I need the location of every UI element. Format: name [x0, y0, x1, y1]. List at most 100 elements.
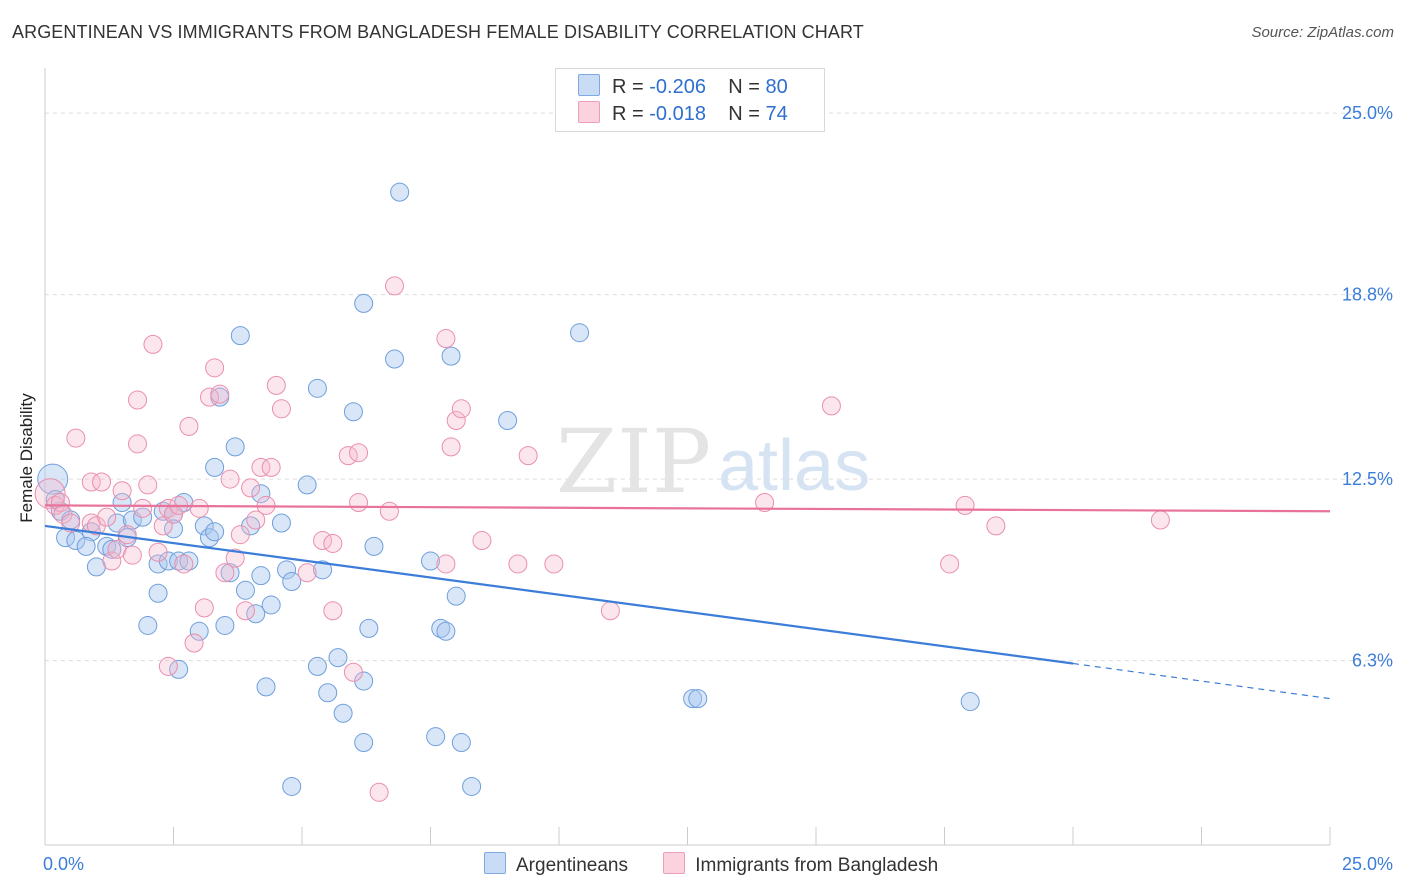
point-bangladesh — [385, 276, 405, 296]
point-bangladesh — [323, 533, 343, 553]
point-bangladesh — [261, 457, 281, 477]
point-argentineans — [441, 346, 461, 366]
y-tick-label: 18.8% — [1342, 285, 1393, 305]
point-argentineans — [271, 513, 291, 533]
point-argentineans — [313, 560, 333, 580]
point-bangladesh — [271, 399, 291, 419]
point-argentineans — [199, 528, 219, 548]
point-bangladesh — [138, 475, 158, 495]
legend-swatch-pink — [663, 852, 686, 874]
point-argentineans — [446, 586, 466, 606]
point-argentineans — [385, 349, 405, 369]
legend-swatch-pink — [578, 101, 600, 123]
point-argentineans — [354, 293, 374, 313]
tick-labels: 6.3% 12.5% 18.8% 25.0% 0.0% 25.0% — [43, 103, 1393, 874]
point-argentineans — [359, 618, 379, 638]
legend-label: Argentineans — [516, 855, 628, 876]
watermark-zip: ZIP — [556, 410, 711, 513]
point-argentineans — [220, 563, 240, 583]
axes — [44, 68, 1331, 846]
point-bangladesh — [349, 492, 369, 512]
point-bangladesh — [66, 428, 86, 448]
point-argentineans — [189, 621, 209, 641]
point-argentineans — [225, 437, 245, 457]
point-bangladesh — [349, 443, 369, 463]
point-argentineans — [179, 551, 199, 571]
legend-item-bangladesh: Immigrants from Bangladesh — [663, 852, 938, 877]
chart-title: ARGENTINEAN VS IMMIGRANTS FROM BANGLADES… — [12, 22, 864, 42]
data-points — [34, 182, 1170, 802]
source-label: Source: ZipAtlas.com — [1251, 24, 1394, 41]
point-argentineans — [498, 411, 518, 431]
y-axis-label: Female Disability — [17, 393, 36, 523]
point-bangladesh — [220, 469, 240, 489]
point-bangladesh — [600, 601, 620, 621]
point-bangladesh — [97, 507, 117, 527]
point-bangladesh — [102, 551, 122, 571]
point-bangladesh — [297, 563, 317, 583]
y-tick-label: 6.3% — [1352, 651, 1393, 671]
point-argentineans — [282, 776, 302, 796]
point-bangladesh — [81, 472, 101, 492]
stats-legend: R = -0.206 N = 80 R = -0.018 N = 74 — [555, 68, 825, 132]
point-argentineans — [431, 618, 451, 638]
point-argentineans — [688, 689, 708, 709]
point-bangladesh — [184, 633, 204, 653]
y-tick-label: 25.0% — [1342, 103, 1393, 123]
point-argentineans — [169, 551, 189, 571]
point-bangladesh — [436, 554, 456, 574]
point-argentineans — [307, 656, 327, 676]
r-label: R = — [612, 76, 650, 98]
point-argentineans — [277, 560, 297, 580]
point-argentineans — [194, 516, 214, 536]
point-bangladesh — [92, 472, 112, 492]
point-argentineans — [426, 727, 446, 747]
point-bangladesh — [61, 513, 81, 533]
legend-item-argentineans: Argentineans — [484, 852, 628, 877]
point-bangladesh — [230, 525, 250, 545]
point-argentineans — [148, 583, 168, 603]
point-bangladesh — [112, 481, 132, 501]
point-argentineans — [230, 326, 250, 346]
point-argentineans — [570, 323, 590, 343]
point-bangladesh — [194, 598, 214, 618]
point-bangladesh — [441, 437, 461, 457]
point-argentineans — [215, 615, 235, 635]
point-bangladesh — [215, 563, 235, 583]
watermark: ZIP atlas — [556, 410, 870, 513]
point-argentineans — [251, 484, 271, 504]
point-argentineans — [318, 683, 338, 703]
r-label: R = — [612, 103, 650, 125]
legend-swatch-blue — [578, 74, 600, 96]
point-bangladesh — [955, 495, 975, 515]
point-argentineans — [66, 531, 86, 551]
point-bangladesh — [128, 390, 148, 410]
point-bangladesh — [986, 516, 1006, 536]
point-bangladesh — [940, 554, 960, 574]
point-bangladesh — [148, 542, 168, 562]
point-bangladesh — [369, 782, 389, 802]
n-label: N = — [728, 76, 766, 98]
point-bangladesh — [451, 399, 471, 419]
point-bangladesh — [34, 478, 66, 510]
trend-line-argentineans — [44, 524, 1074, 665]
point-argentineans — [256, 677, 276, 697]
point-argentineans — [343, 402, 363, 422]
point-bangladesh — [343, 662, 363, 682]
trend-line-bangladesh — [44, 504, 1331, 513]
point-argentineans — [76, 536, 96, 556]
n-value: 74 — [765, 103, 788, 125]
point-bangladesh — [755, 492, 775, 512]
n-value: 80 — [765, 76, 788, 98]
point-argentineans — [333, 703, 353, 723]
r-value: -0.206 — [649, 76, 706, 98]
n-label: N = — [728, 103, 766, 125]
point-bangladesh — [143, 334, 163, 354]
point-bangladesh — [436, 329, 456, 349]
point-bangladesh — [472, 531, 492, 551]
point-bangladesh — [446, 411, 466, 431]
point-bangladesh — [241, 478, 261, 498]
point-bangladesh — [174, 554, 194, 574]
point-bangladesh — [225, 548, 245, 568]
